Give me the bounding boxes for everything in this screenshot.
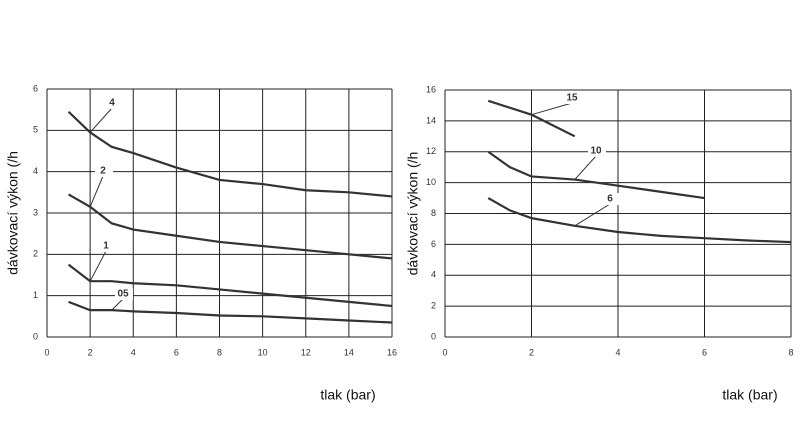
label-leader	[531, 102, 573, 116]
y-tick-label: 14	[426, 115, 436, 125]
y-tick-label: 2	[33, 249, 38, 259]
series-label: 05	[117, 289, 129, 300]
y-tick-label: 4	[431, 270, 436, 280]
label-bg	[588, 145, 606, 157]
y-tick-label: 10	[426, 177, 436, 187]
line-series	[67, 110, 393, 198]
series-label: 2	[100, 166, 106, 177]
x-tick-label: 6	[702, 347, 707, 357]
label-bg	[104, 97, 122, 109]
y-tick-label: 5	[33, 125, 38, 135]
label-bg	[98, 240, 116, 252]
y-tick-label: 1	[33, 290, 38, 300]
y-axis-label: dávkovací výkon (/h	[5, 151, 21, 275]
line-series	[487, 197, 792, 244]
label-bg	[602, 193, 620, 205]
x-axis-label: tlak (bar)	[320, 387, 375, 403]
x-tick-label: 0	[44, 347, 49, 357]
y-tick-label: 3	[33, 207, 38, 217]
y-tick-label: 4	[33, 166, 38, 176]
series-label: 10	[590, 146, 602, 157]
line-series	[68, 193, 393, 260]
x-axis-label: tlak (bar)	[722, 387, 777, 403]
line-series	[68, 300, 393, 324]
y-axis-label: dávkovací výkon (/h	[405, 152, 421, 276]
x-tick-label: 4	[615, 347, 620, 357]
label-bg	[564, 92, 582, 104]
line-series	[487, 150, 705, 200]
x-tick-label: 0	[442, 347, 447, 357]
label-leader	[574, 203, 611, 227]
x-tick-label: 2	[529, 347, 534, 357]
y-tick-label: 2	[431, 301, 436, 311]
x-tick-label: 16	[387, 347, 397, 357]
x-tick-label: 10	[258, 347, 268, 357]
x-tick-label: 6	[174, 347, 179, 357]
label-leader	[111, 298, 124, 311]
label-leader	[574, 155, 597, 180]
series-label: 4	[109, 98, 115, 109]
label-leader	[89, 250, 107, 282]
y-tick-label: 6	[33, 83, 38, 93]
series-label: 1	[103, 241, 109, 252]
y-tick-label: 6	[431, 239, 436, 249]
label-bg	[95, 165, 113, 177]
series-label: 6	[607, 194, 613, 205]
y-tick-label: 8	[431, 208, 436, 218]
y-tick-label: 0	[431, 331, 436, 341]
x-tick-label: 2	[88, 347, 93, 357]
y-tick-label: 0	[33, 331, 38, 341]
x-tick-label: 4	[131, 347, 136, 357]
y-tick-label: 12	[426, 146, 436, 156]
x-tick-label: 12	[301, 347, 311, 357]
y-tick-label: 16	[426, 84, 436, 94]
series-label: 15	[566, 93, 578, 104]
x-tick-label: 8	[217, 347, 222, 357]
x-tick-label: 14	[344, 347, 354, 357]
label-leader	[89, 175, 104, 207]
label-bg	[115, 288, 133, 300]
x-tick-label: 8	[788, 347, 793, 357]
label-leader	[89, 107, 113, 133]
line-series	[67, 263, 393, 308]
